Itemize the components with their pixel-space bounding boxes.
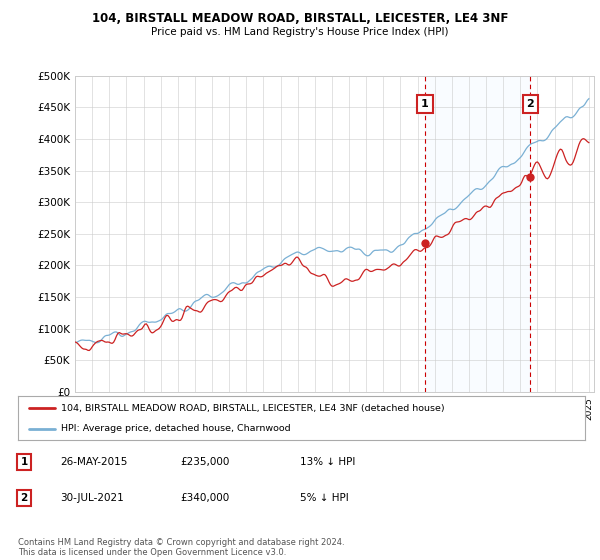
Text: 2: 2 [526, 99, 534, 109]
Text: 1: 1 [421, 99, 428, 109]
Text: 104, BIRSTALL MEADOW ROAD, BIRSTALL, LEICESTER, LE4 3NF: 104, BIRSTALL MEADOW ROAD, BIRSTALL, LEI… [92, 12, 508, 25]
Text: £340,000: £340,000 [180, 493, 229, 503]
Text: 5% ↓ HPI: 5% ↓ HPI [300, 493, 349, 503]
Text: Contains HM Land Registry data © Crown copyright and database right 2024.
This d: Contains HM Land Registry data © Crown c… [18, 538, 344, 557]
Bar [425, 76, 530, 392]
Text: 104, BIRSTALL MEADOW ROAD, BIRSTALL, LEICESTER, LE4 3NF (detached house): 104, BIRSTALL MEADOW ROAD, BIRSTALL, LEI… [61, 404, 444, 413]
Text: HPI: Average price, detached house, Charnwood: HPI: Average price, detached house, Char… [61, 424, 290, 433]
Text: 26-MAY-2015: 26-MAY-2015 [60, 457, 127, 467]
Text: £235,000: £235,000 [180, 457, 229, 467]
Text: 1: 1 [20, 457, 28, 467]
Text: 30-JUL-2021: 30-JUL-2021 [60, 493, 124, 503]
Text: Price paid vs. HM Land Registry's House Price Index (HPI): Price paid vs. HM Land Registry's House … [151, 27, 449, 37]
Text: 13% ↓ HPI: 13% ↓ HPI [300, 457, 355, 467]
Text: 2: 2 [20, 493, 28, 503]
